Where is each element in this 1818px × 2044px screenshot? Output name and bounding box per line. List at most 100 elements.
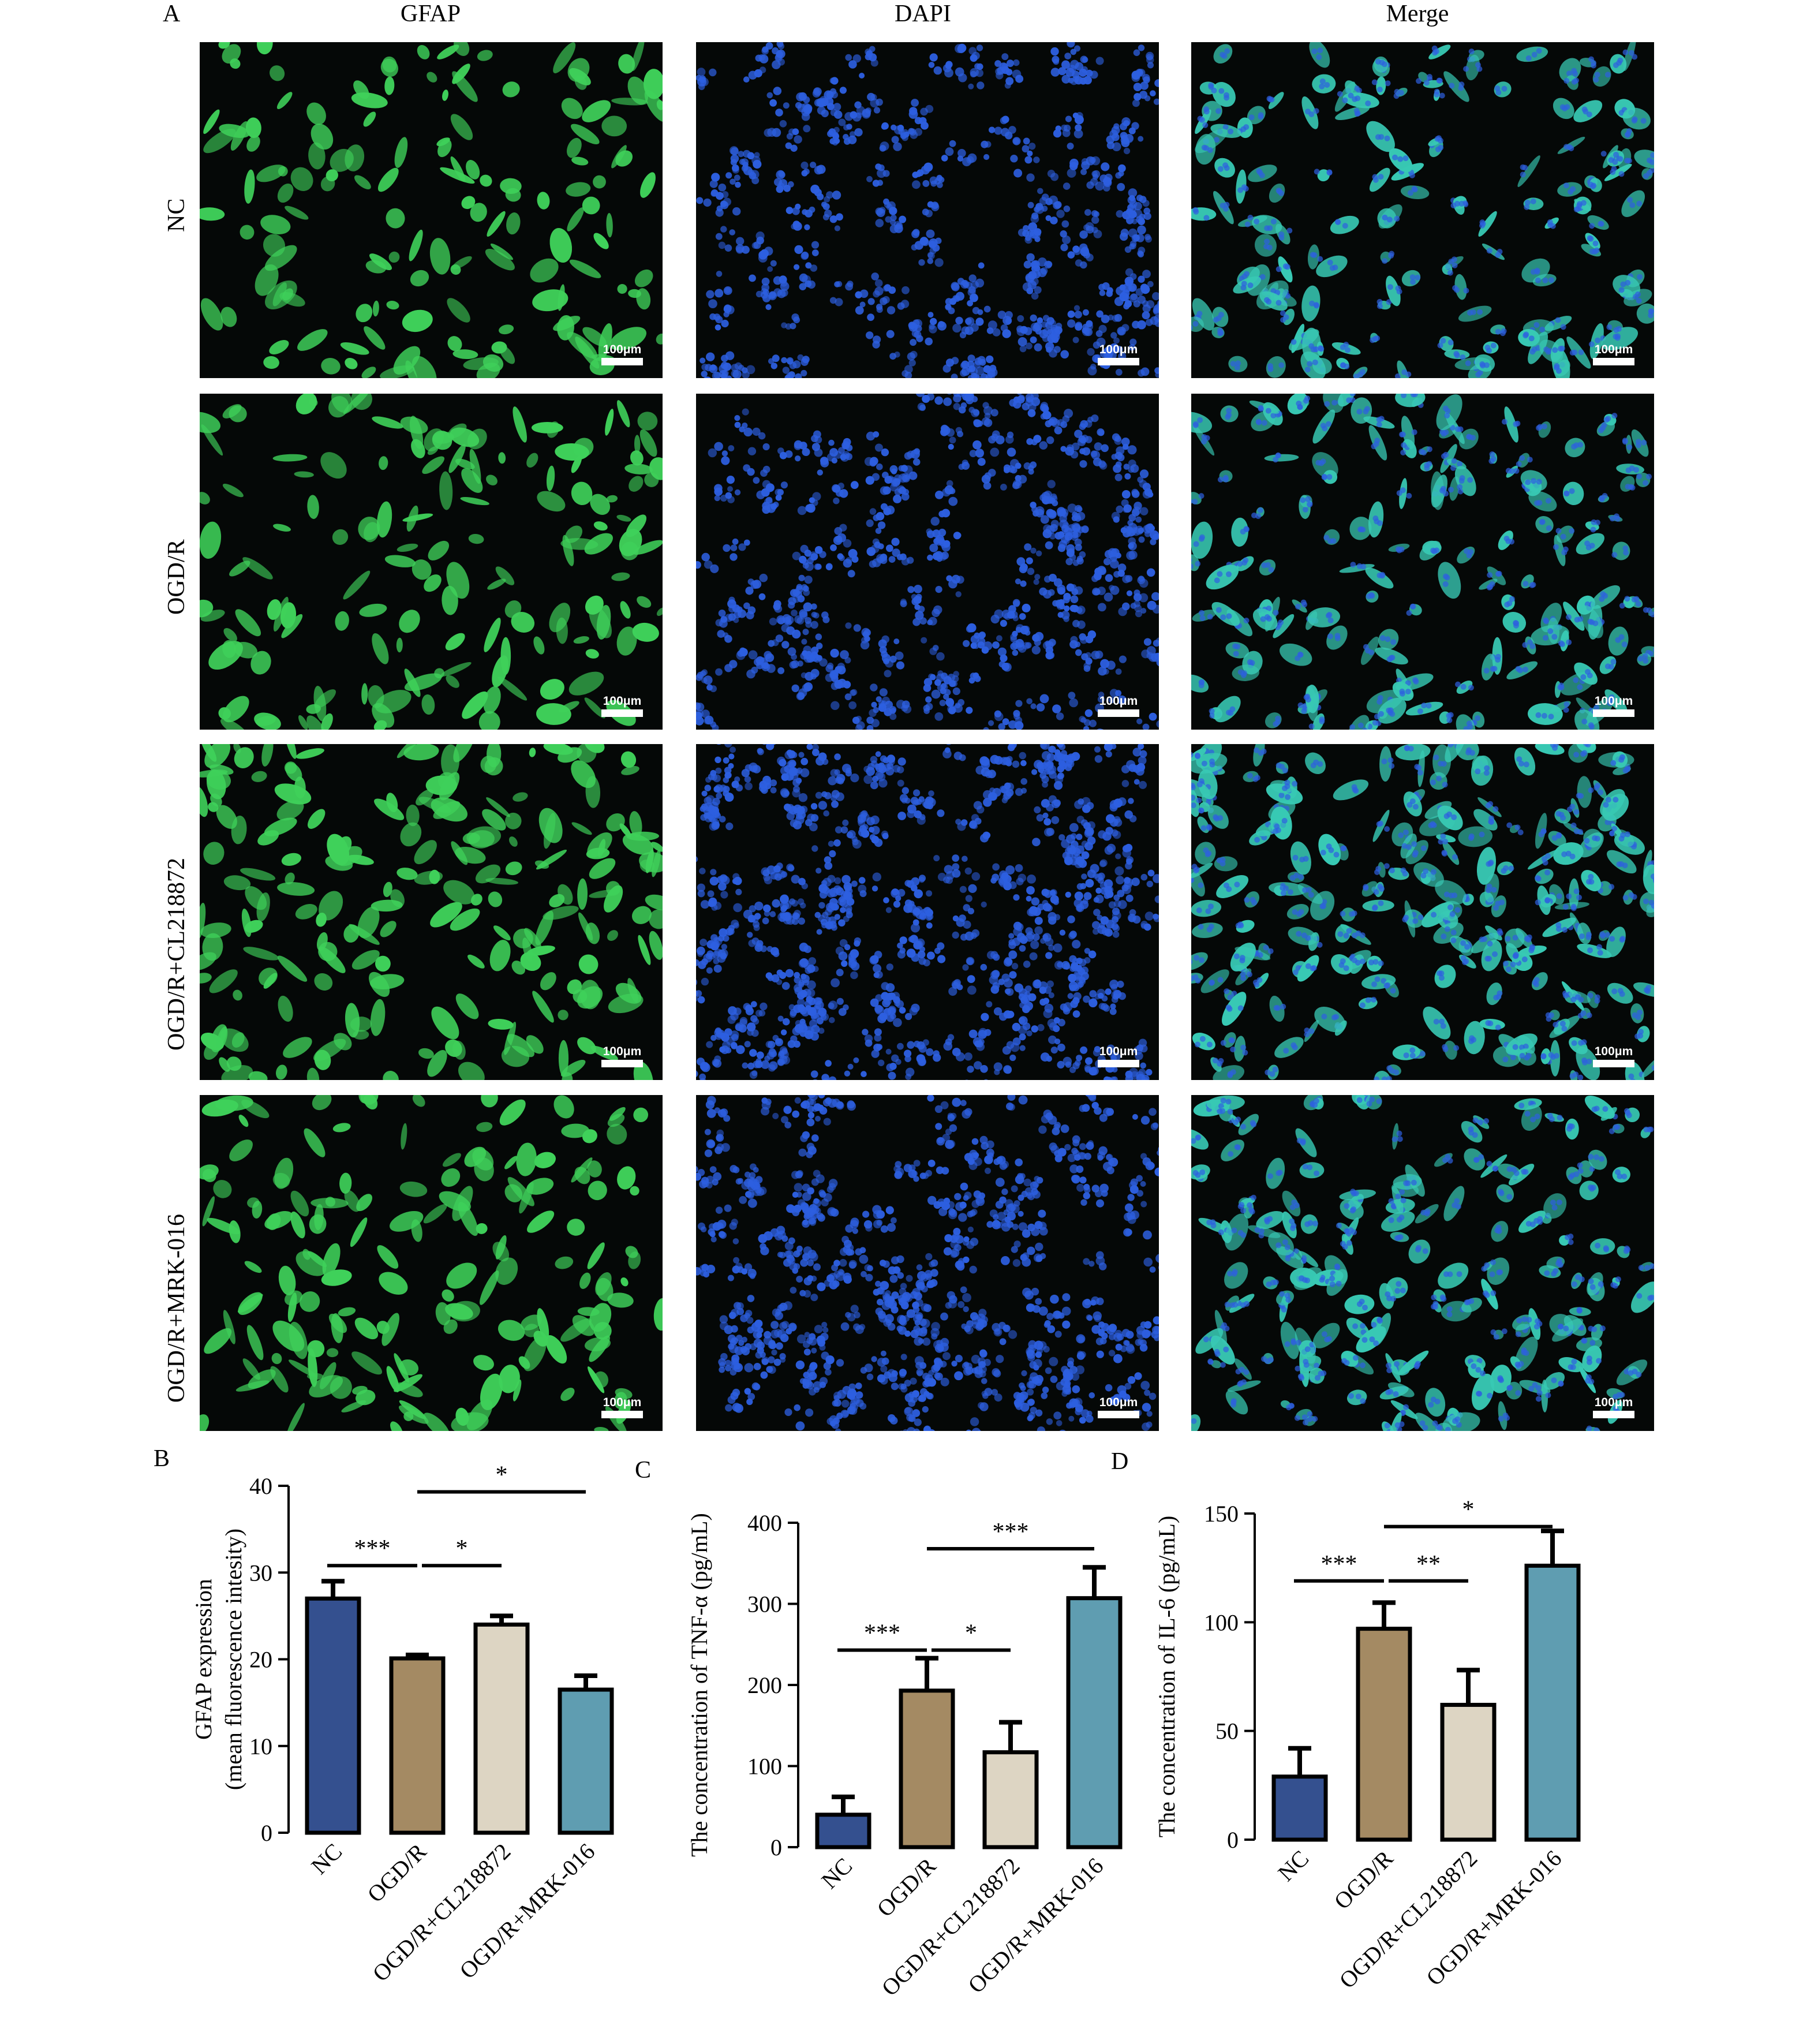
micrograph-gfap-row-3: 100μm: [200, 744, 663, 1080]
chart-d-bar: [1440, 1702, 1497, 1842]
scale-bar: 100μm: [1593, 1396, 1634, 1418]
micrograph-gfap-row-1: 100μm: [200, 42, 663, 378]
scale-bar-label: 100μm: [1099, 1396, 1138, 1409]
chart-d-tick-label: 0: [1227, 1827, 1239, 1853]
scale-bar: 100μm: [1098, 343, 1139, 365]
chart-b-bar: [389, 1656, 446, 1835]
panel-c-letter: C: [635, 1457, 651, 1484]
scale-bar-line: [601, 709, 643, 717]
scale-bar: 100μm: [1593, 343, 1634, 365]
chart-b-tick-label: 30: [249, 1560, 272, 1586]
chart-c-ylabel: The concentration of TNF-α (pg/mL): [686, 1513, 712, 1857]
chart-b-bar: [558, 1687, 614, 1835]
scale-bar-line: [1593, 358, 1634, 365]
chart-c-tick-label: 400: [747, 1510, 782, 1536]
scale-bar-label: 100μm: [603, 1045, 642, 1058]
scale-bar-line: [1593, 1060, 1634, 1067]
scale-bar: 100μm: [601, 1396, 643, 1418]
chart-c-bar: [1066, 1596, 1123, 1849]
chart-c-significance-label: ***: [864, 1620, 900, 1647]
chart-d-bar: [1356, 1627, 1412, 1842]
chart-d-category-label: OGD/R+CL218872: [1334, 1845, 1483, 1994]
micrograph-dapi-row-3: 100μm: [696, 744, 1159, 1080]
scale-bar: 100μm: [1098, 1396, 1139, 1418]
scale-bar-label: 100μm: [1099, 343, 1138, 356]
scale-bar: 100μm: [1098, 1045, 1139, 1067]
scale-bar: 100μm: [601, 343, 643, 365]
scale-bar-label: 100μm: [603, 343, 642, 356]
micrograph-merge-row-1: 100μm: [1191, 42, 1654, 378]
chart-d-significance-label: ***: [1321, 1551, 1357, 1578]
chart-d-tick-label: 50: [1215, 1718, 1239, 1744]
chart-b-tick-label: 10: [249, 1733, 272, 1759]
chart-d-category-label: NC: [1273, 1845, 1314, 1886]
chart-c-tick-label: 200: [747, 1672, 782, 1698]
chart-d-significance-label: *: [1462, 1497, 1475, 1523]
scale-bar: 100μm: [1593, 694, 1634, 717]
panel-d-letter: D: [1111, 1448, 1128, 1475]
panel-a-letter: A: [163, 1, 181, 27]
scale-bar: 100μm: [601, 694, 643, 717]
chart-c-tick-label: 100: [747, 1754, 782, 1780]
scale-bar-line: [601, 358, 643, 365]
micrograph-gfap-row-4: 100μm: [200, 1095, 663, 1431]
scale-bar: 100μm: [1098, 694, 1139, 717]
scale-bar-line: [1098, 1060, 1139, 1067]
chart-c-bar: [899, 1688, 955, 1849]
chart-d-ylabel: The concentration of IL-6 (pg/mL): [1154, 1516, 1180, 1838]
scale-bar-line: [1098, 358, 1139, 365]
chart-d-category-label: OGD/R: [1329, 1845, 1398, 1914]
panel-b-letter: B: [154, 1445, 170, 1472]
chart-c-category-label: OGD/R+CL218872: [877, 1853, 1025, 2001]
scale-bar-label: 100μm: [603, 694, 642, 708]
chart-b-tick-label: 40: [249, 1473, 272, 1499]
chart-b-tick-label: 0: [261, 1820, 272, 1846]
scale-bar-label: 100μm: [1099, 1045, 1138, 1058]
chart-b-bar: [473, 1622, 530, 1835]
chart-c-bar: [982, 1750, 1039, 1849]
micrograph-dapi-row-1: 100μm: [696, 42, 1159, 378]
micrograph-merge-row-3: 100μm: [1191, 744, 1654, 1080]
scale-bar-line: [601, 1411, 643, 1418]
column-header-gfap: GFAP: [400, 1, 461, 27]
chart-c-category-label: OGD/R: [872, 1852, 941, 1922]
chart-c-significance-label: *: [965, 1620, 977, 1647]
micrograph-gfap-row-2: 100μm: [200, 394, 663, 730]
chart-b-significance-label: *: [496, 1462, 508, 1489]
chart-d-bar: [1524, 1563, 1581, 1842]
chart-b-category-label: NC: [306, 1839, 347, 1879]
micrograph-dapi-row-2: 100μm: [696, 394, 1159, 730]
scale-bar-label: 100μm: [1594, 694, 1633, 708]
scale-bar-label: 100μm: [1594, 1396, 1633, 1409]
micrograph-dapi-row-4: 100μm: [696, 1095, 1159, 1431]
scale-bar-line: [601, 1060, 643, 1067]
scale-bar: 100μm: [601, 1045, 643, 1067]
chart-b-bar: [305, 1596, 361, 1835]
chart-c-category-label: NC: [816, 1853, 857, 1894]
scale-bar-line: [1593, 709, 1634, 717]
scale-bar-label: 100μm: [1594, 343, 1633, 356]
scale-bar: 100μm: [1593, 1045, 1634, 1067]
column-header-merge: Merge: [1386, 1, 1449, 27]
chart-c-tick-label: 0: [770, 1834, 782, 1860]
chart-c-tick-label: 300: [747, 1591, 782, 1617]
chart-b-ylabel: GFAP expression: [190, 1579, 216, 1740]
chart-b-significance-label: *: [456, 1535, 468, 1562]
micrograph-merge-row-2: 100μm: [1191, 394, 1654, 730]
column-header-dapi: DAPI: [894, 1, 951, 27]
chart-b-category-label: OGD/R+CL218872: [368, 1839, 516, 1987]
chart-c-significance-label: ***: [993, 1519, 1029, 1545]
chart-c-bar: [815, 1813, 871, 1849]
scale-bar-label: 100μm: [603, 1396, 642, 1409]
micrograph-merge-row-4: 100μm: [1191, 1095, 1654, 1431]
scale-bar-line: [1593, 1411, 1634, 1418]
scale-bar-line: [1098, 709, 1139, 717]
chart-b-tick-label: 20: [249, 1647, 272, 1673]
scale-bar-line: [1098, 1411, 1139, 1418]
chart-d-tick-label: 100: [1204, 1609, 1239, 1635]
scale-bar-label: 100μm: [1594, 1045, 1633, 1058]
chart-b-category-label: OGD/R: [362, 1838, 432, 1907]
chart-b-ylabel: (mean fluorescence intesity): [220, 1529, 246, 1790]
chart-d-bar: [1271, 1774, 1328, 1842]
